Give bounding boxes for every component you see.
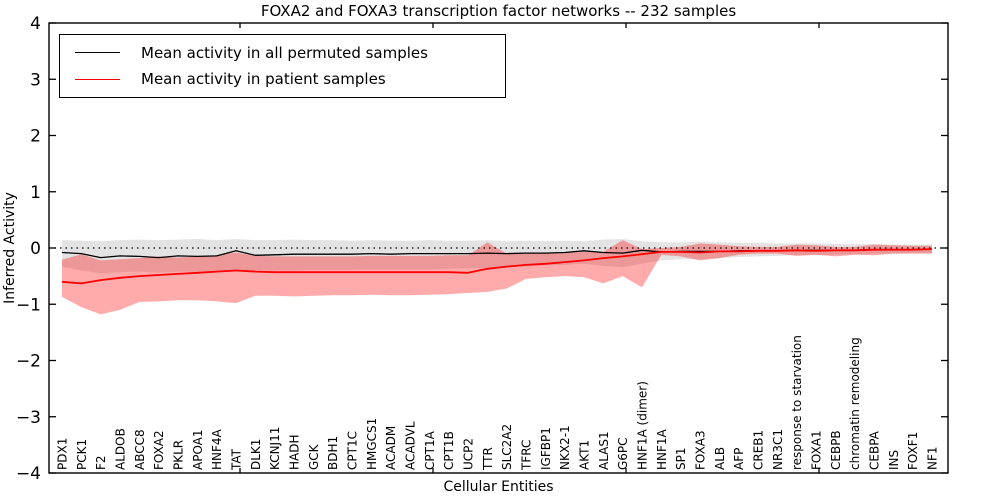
x-tick-label: DLK1 [249,439,263,470]
x-tick-label: SLC2A2 [500,424,514,470]
x-tick-label: PKLR [172,440,186,470]
x-tick-label: ABCC8 [133,429,147,470]
x-tick-label: APOA1 [191,429,205,470]
chart-title: FOXA2 and FOXA3 transcription factor net… [260,2,737,20]
legend: Mean activity in all permuted samples Me… [59,34,506,98]
legend-line-patient-icon [75,78,120,80]
legend-item-permuted: Mean activity in all permuted samples [60,44,505,62]
x-tick-label: HADH [288,435,302,471]
x-tick-label: HNF1A (dimer) [636,381,650,470]
y-tick-label: 1 [30,183,41,203]
x-tick-label: ACADVL [404,421,418,470]
x-tick-label: NKX2-1 [558,425,572,470]
x-tick-label: AKT1 [578,440,592,470]
x-tick-label: FOXF1 [906,432,920,470]
x-tick-label: ALAS1 [597,431,611,470]
patient-mean-line [61,248,933,285]
x-tick-label: NF1 [926,446,940,470]
x-tick-label: CPT1B [442,431,456,470]
x-tick-label: chromatin remodeling [848,337,862,470]
x-tick-label: PDX1 [56,438,70,470]
x-tick-label: TFRC [520,440,534,471]
x-tick-label: SP1 [674,448,688,471]
x-tick-label: TTR [481,447,495,471]
x-tick-label: NR3C1 [771,429,785,470]
x-tick-label: GCK [307,443,321,470]
x-tick-label: IGFBP1 [539,427,553,470]
x-tick-label: HMGCS1 [365,418,379,470]
x-tick-label: ALB [713,447,727,470]
x-tick-label: FOXA2 [152,430,166,470]
x-tick-label: G6PC [616,437,630,470]
y-axis-label: Inferred Activity [2,192,18,304]
x-tick-label: AFP [732,448,746,470]
x-tick-label: TAT [230,448,244,471]
x-tick-label: CPT1C [346,431,360,470]
x-tick-label: ALDOB [114,428,128,470]
legend-item-patient: Mean activity in patient samples [60,70,505,88]
x-tick-label: FOXA3 [694,430,708,470]
y-tick-label: −2 [16,352,41,372]
x-tick-label: HNF4A [210,428,224,470]
x-tick-label: CPT1A [423,430,437,470]
x-axis-label: Cellular Entities [443,479,554,495]
legend-line-permuted-icon [75,52,120,54]
y-tick-label: −4 [16,464,41,484]
x-tick-label: ACADM [384,426,398,470]
x-tick-label: CEBPA [868,430,882,470]
y-tick-label: 2 [30,127,41,147]
legend-label-patient: Mean activity in patient samples [141,70,386,89]
y-tick-label: −1 [16,295,41,315]
x-tick-label: BDH1 [326,436,340,470]
x-tick-label: INS [887,450,901,470]
y-tick-label: 3 [30,70,41,90]
x-tick-label: F2 [94,455,108,470]
y-tick-label: 4 [30,14,41,34]
x-tick-label: KCNJ11 [268,427,282,470]
x-tick-label: CREB1 [752,430,766,470]
y-tick-label: 0 [30,239,41,259]
x-tick-label: UCP2 [462,438,476,470]
x-tick-label: HNF1A [655,428,669,470]
legend-label-permuted: Mean activity in all permuted samples [141,43,428,62]
x-tick-label: PCK1 [75,439,89,470]
y-tick-label: −3 [16,408,41,428]
patient-band [62,240,932,315]
x-tick-label: CEBPB [829,430,843,470]
x-tick-label: response to starvation [790,335,804,470]
x-tick-label: FOXA1 [810,430,824,470]
